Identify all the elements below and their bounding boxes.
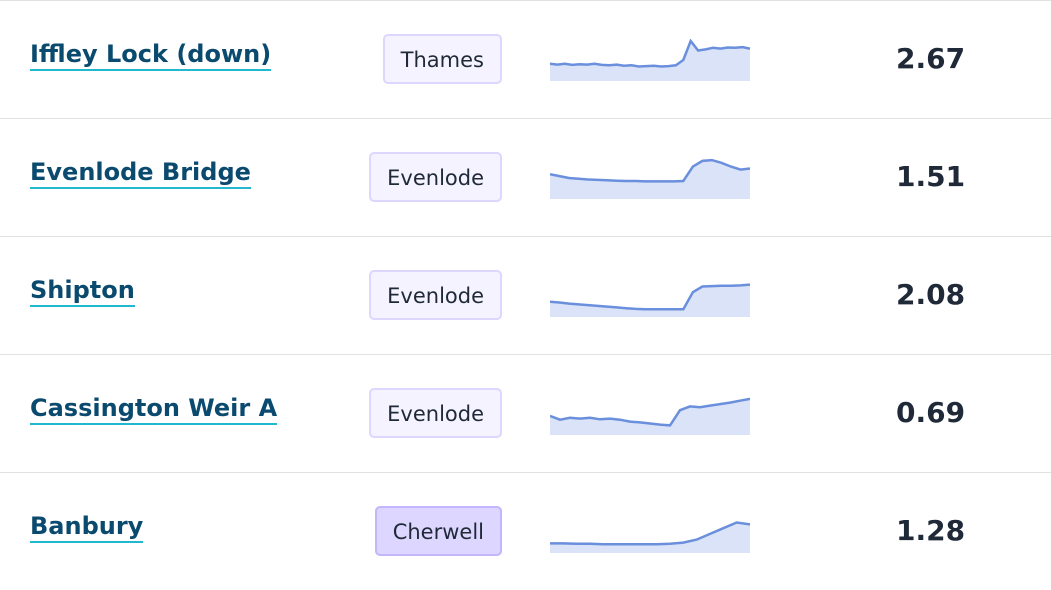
station-name[interactable]: Banbury <box>30 511 144 543</box>
station-row: Iffley Lock (down) Thames 2.67 <box>0 0 1051 118</box>
level-value: 2.67 <box>896 42 966 75</box>
sparkline-line <box>550 283 750 311</box>
sparkline <box>550 39 750 81</box>
river-badge: Evenlode <box>369 152 502 202</box>
station-name[interactable]: Evenlode Bridge <box>30 157 251 189</box>
level-value: 0.69 <box>896 396 966 429</box>
sparkline-line <box>550 158 750 183</box>
station-row: Cassington Weir A Evenlode 0.69 <box>0 354 1051 472</box>
station-name[interactable]: Iffley Lock (down) <box>30 39 272 71</box>
sparkline-area <box>550 41 750 81</box>
station-row: Banbury Cherwell 1.28 <box>0 472 1051 590</box>
level-value: 1.51 <box>896 160 966 193</box>
river-badge: Evenlode <box>369 270 502 320</box>
sparkline-line <box>550 521 750 546</box>
station-name[interactable]: Cassington Weir A <box>30 393 278 425</box>
sparkline <box>550 283 750 317</box>
sparkline <box>550 158 750 199</box>
level-value: 1.28 <box>896 514 966 547</box>
sparkline-area <box>550 284 750 317</box>
river-badge: Evenlode <box>369 388 502 438</box>
sparkline-line <box>550 397 750 427</box>
level-value: 2.08 <box>896 278 966 311</box>
sparkline-area <box>550 522 750 553</box>
sparkline-area <box>550 160 750 199</box>
river-badge: Cherwell <box>374 506 502 556</box>
station-row: Shipton Evenlode 2.08 <box>0 236 1051 354</box>
sparkline <box>550 521 750 553</box>
station-row: Evenlode Bridge Evenlode 1.51 <box>0 118 1051 236</box>
sparkline-line <box>550 39 750 68</box>
river-badge: Thames <box>382 34 502 84</box>
station-name[interactable]: Shipton <box>30 275 135 307</box>
sparkline <box>550 397 750 435</box>
